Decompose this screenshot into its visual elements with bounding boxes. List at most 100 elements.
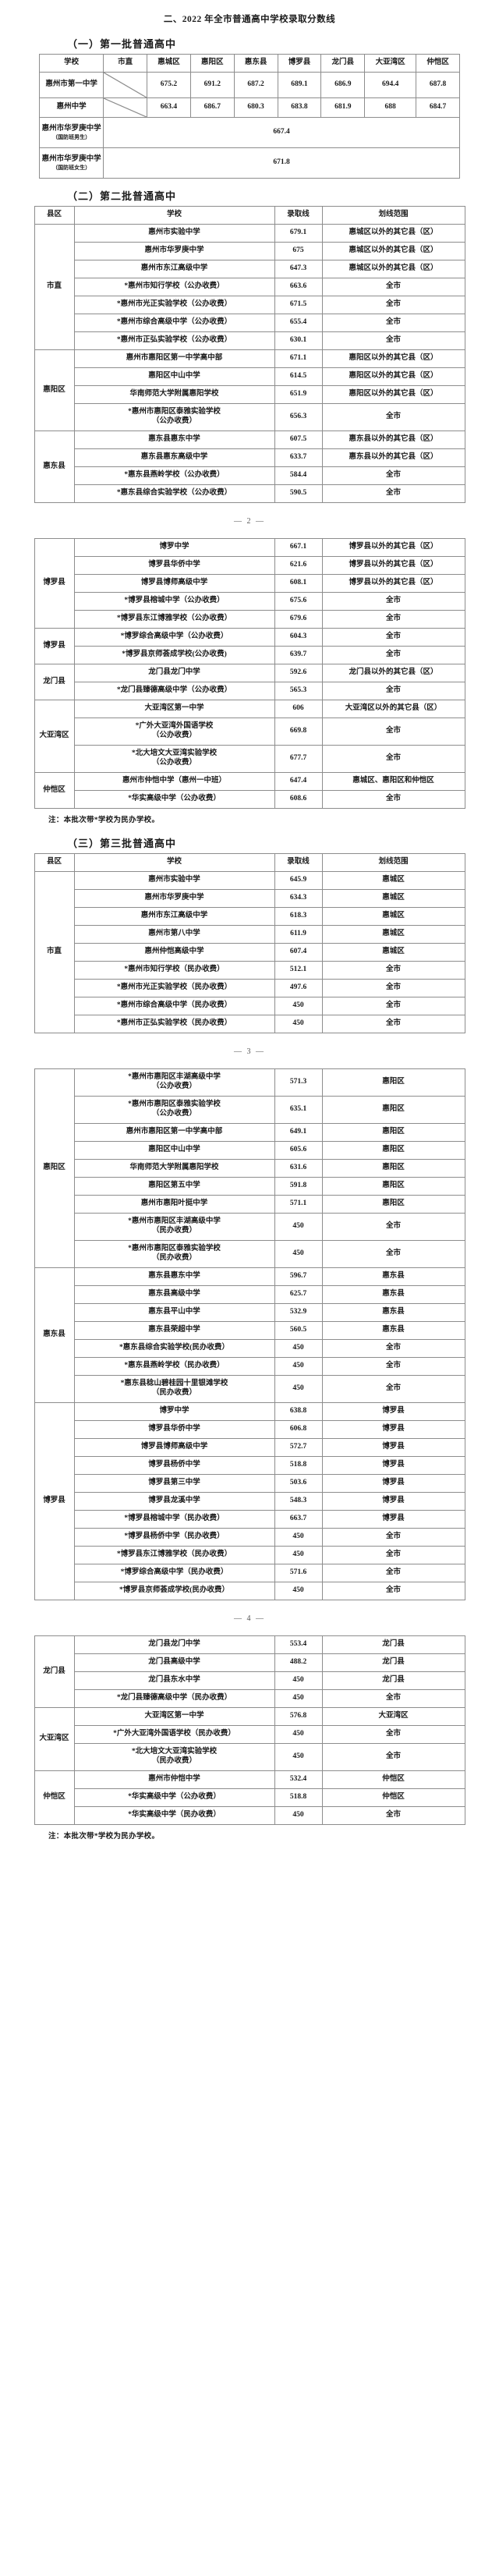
th-zhongkai: 仲恺区 xyxy=(416,54,460,73)
cell-school: *北大培文大亚湾实验学校 （公办收费） xyxy=(73,745,275,773)
cell-school: 博罗县博师高级中学 xyxy=(73,574,275,593)
cell-region: 惠阳区 xyxy=(34,1068,75,1268)
table-header-row: 学校 市直 惠城区 惠阳区 惠东县 博罗县 龙门县 大亚湾区 仲恺区 xyxy=(38,54,460,73)
document-title: 二、2022 年全市普通高中学校录取分数线 xyxy=(163,15,336,24)
cell-score: 655.4 xyxy=(274,314,323,332)
cell-range: 博罗县 xyxy=(321,1420,465,1439)
table-row: *博罗县东江博雅学校（公办收费） 679.6 全市 xyxy=(34,610,465,629)
cell-school: *惠州市正弘实验学校（公办收费） xyxy=(73,331,275,350)
table-row: 惠东县高级中学 625.7 惠东县 xyxy=(34,1285,465,1304)
cell-school: 惠州市实验中学 xyxy=(73,871,275,890)
cell-score: 688 xyxy=(364,97,417,118)
cell-region: 龙门县 xyxy=(34,1635,75,1708)
cell-school: *博罗县榕城中学（公办收费） xyxy=(73,592,275,611)
th-score: 录取线 xyxy=(274,206,323,225)
cell-score: 488.2 xyxy=(274,1653,323,1672)
table-row: 惠阳区 *惠州市惠阳区丰湖高级中学 （公办收费） 571.3 惠阳区 xyxy=(34,1068,465,1268)
cell-range: 全市 xyxy=(321,646,465,664)
school-name-text: *惠州市惠阳区泰雅实验学校 xyxy=(128,1245,221,1253)
cell-range: 全市 xyxy=(321,1528,465,1547)
cell-school: *惠州市综合高级中学（公办收费） xyxy=(73,314,275,332)
table-third-batch-part1: 县区 学校 录取线 划线范围 市直 惠州市实验中学 645.9 惠城区 惠州市华… xyxy=(34,853,465,1033)
table-row: 惠州市华罗庚中学 634.3 惠城区 xyxy=(34,889,465,908)
table-row: *惠州市知行学校（民办收费） 512.1 全市 xyxy=(34,961,465,980)
school-name-subtext: （公办收费） xyxy=(151,1110,196,1118)
cell-range: 全市 xyxy=(321,628,465,647)
table-row: 惠东县荣超中学 560.5 惠东县 xyxy=(34,1321,465,1340)
cell-range: 全市 xyxy=(321,610,465,629)
cell-school: 惠东县惠东中学 xyxy=(73,431,275,449)
cell-score: 497.6 xyxy=(274,979,323,997)
table-row: *惠州市光正实验学校（民办收费） 497.6 全市 xyxy=(34,979,465,997)
table-row: *龙门县臻德高级中学（民办收费） 450 全市 xyxy=(34,1689,465,1708)
row-school-name: 惠州市第一中学 xyxy=(38,72,104,98)
table-row: 惠州中学 663.4 686.7 680.3 683.8 681.9 688 6… xyxy=(38,97,460,118)
cell-score: 683.8 xyxy=(277,97,322,118)
table-row: 惠州市华罗庚中学 （国防班女生） 671.8 xyxy=(38,147,460,179)
th-score: 录取线 xyxy=(274,853,323,872)
cell-range: 惠阳区 xyxy=(321,1177,465,1196)
cell-range: 全市 xyxy=(321,1582,465,1600)
cell-region: 大亚湾区 xyxy=(34,700,75,773)
table-row: 市直 惠州市实验中学 679.1 惠城区以外的其它县（区） xyxy=(34,224,465,350)
cell-score: 663.6 xyxy=(274,278,323,296)
table-row: *惠州市知行学校（公办收费） 663.6 全市 xyxy=(34,278,465,296)
cell-range: 全市 xyxy=(321,1240,465,1268)
cell-score: 450 xyxy=(274,1582,323,1600)
cell-score-merged: 667.4 xyxy=(103,117,460,148)
cell-range: 全市 xyxy=(321,314,465,332)
cell-school: 博罗中学 xyxy=(73,538,275,557)
cell-school: *惠州市惠阳区泰雅实验学校 （公办收费） xyxy=(73,403,275,431)
cell-school: 龙门县龙门中学 xyxy=(73,1635,275,1654)
cell-score: 450 xyxy=(274,1015,323,1033)
cell-score: 667.1 xyxy=(274,538,323,557)
cell-school: *北大培文大亚湾实验学校 （民办收费） xyxy=(73,1743,275,1771)
table-row: 市直 惠州市实验中学 645.9 惠城区 xyxy=(34,871,465,1033)
cell-school: *惠东县燕岭学校（公办收费） xyxy=(73,466,275,485)
row-school-name: 惠州市华罗庚中学 （国防班女生） xyxy=(38,147,104,179)
cell-score: 684.7 xyxy=(416,97,460,118)
table-row: 华南师范大学附属惠阳学校 631.6 惠阳区 xyxy=(34,1159,465,1178)
table-row: *博罗县榕城中学（公办收费） 675.6 全市 xyxy=(34,592,465,611)
table-row: 龙门县东水中学 450 龙门县 xyxy=(34,1671,465,1690)
cell-region: 市直 xyxy=(34,224,75,350)
cell-range: 惠东县 xyxy=(321,1321,465,1340)
cell-score: 608.1 xyxy=(274,574,323,593)
cell-range: 全市 xyxy=(321,718,465,746)
cell-score: 450 xyxy=(274,1528,323,1547)
cell-school: 惠州市实验中学 xyxy=(73,224,275,243)
cell-score: 651.9 xyxy=(274,385,323,404)
cell-diagonal-slash xyxy=(103,72,148,98)
cell-region: 大亚湾区 xyxy=(34,1707,75,1771)
cell-score: 638.8 xyxy=(274,1402,323,1421)
cell-score: 647.3 xyxy=(274,260,323,278)
cell-school: *惠州市知行学校（公办收费） xyxy=(73,278,275,296)
cell-score: 679.1 xyxy=(274,224,323,243)
cell-score: 596.7 xyxy=(274,1267,323,1286)
table-row: 惠州市惠阳区第一中学高中部 649.1 惠阳区 xyxy=(34,1123,465,1142)
cell-school: *惠东县综合实验学校(民办收费） xyxy=(73,1339,275,1358)
cell-school: *惠州市光正实验学校（公办收费） xyxy=(73,296,275,314)
cell-range: 全市 xyxy=(321,1806,465,1825)
cell-school: *广外大亚湾外国语学校 （公办收费） xyxy=(73,718,275,746)
cell-score: 450 xyxy=(274,1375,323,1403)
cell-school: *博罗县杨侨中学（民办收费） xyxy=(73,1528,275,1547)
cell-school: *博罗县榕城中学（民办收费） xyxy=(73,1510,275,1529)
cell-score: 450 xyxy=(274,1357,323,1376)
cell-region: 龙门县 xyxy=(34,664,75,700)
cell-score: 694.4 xyxy=(364,72,417,98)
cell-range: 惠城区 xyxy=(321,925,465,944)
table-row: *博罗县京师荟成学校(公办收费) 639.7 全市 xyxy=(34,646,465,664)
cell-score: 548.3 xyxy=(274,1492,323,1511)
cell-score: 633.7 xyxy=(274,448,323,467)
cell-range: 博罗县 xyxy=(321,1474,465,1493)
cell-range: 全市 xyxy=(321,484,465,503)
cell-score: 450 xyxy=(274,997,323,1015)
cell-region: 博罗县 xyxy=(34,628,75,664)
cell-school: *博罗县东江博雅学校（民办收费） xyxy=(73,1546,275,1564)
cell-school: 博罗县华侨中学 xyxy=(73,556,275,575)
table-row: 龙门县 龙门县龙门中学 553.4 龙门县 xyxy=(34,1635,465,1708)
cell-range: 博罗县 xyxy=(321,1456,465,1475)
cell-school: 大亚湾区第一中学 xyxy=(73,700,275,718)
table-row: 惠州市东江高级中学 647.3 惠城区以外的其它县（区） xyxy=(34,260,465,278)
